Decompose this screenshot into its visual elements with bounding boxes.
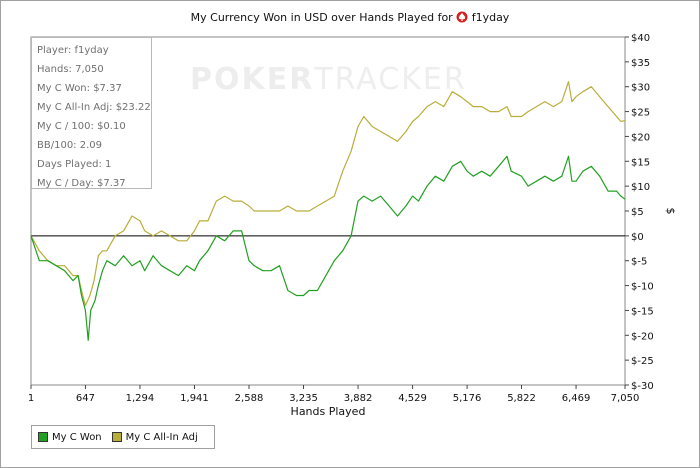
x-tick-label: 2,588 <box>235 393 264 404</box>
pokertracker-watermark: POKERTRACKER <box>190 62 467 97</box>
legend-label: My C Won <box>52 431 102 443</box>
y-tick-label: $5 <box>631 207 644 218</box>
spade-icon <box>456 11 468 26</box>
x-tick-label: 7,050 <box>611 393 640 404</box>
y-axis-title: $ <box>664 208 677 215</box>
legend-swatch <box>38 432 48 442</box>
y-tick-label: $10 <box>631 182 650 193</box>
x-tick-label: 5,822 <box>507 393 536 404</box>
stat-line: Days Played: 1 <box>37 159 112 170</box>
stat-line: BB/100: 2.09 <box>37 140 102 151</box>
stat-line: Hands: 7,050 <box>37 64 104 75</box>
stat-line: My C / Day: $7.37 <box>37 178 126 189</box>
y-tick-label: $15 <box>631 157 650 168</box>
player-name: f1yday <box>471 11 510 24</box>
watermark-light: TRACKER <box>314 62 467 97</box>
y-axis: $40 $35 $30 $25 $20 $15 $10 $5 $0 $-5 $-10 $-15 $-20… <box>625 33 654 392</box>
stat-line: My C Won: $7.37 <box>37 83 122 94</box>
stats-panel: Player: f1yday Hands: 7,050 My C Won: $7.3… <box>31 37 152 189</box>
x-axis-title: Hands Played <box>291 405 366 418</box>
x-tick-label: 1 <box>28 393 34 404</box>
x-tick-label: 1,294 <box>126 393 155 404</box>
x-tick-label: 3,235 <box>289 393 318 404</box>
legend-swatch <box>111 432 122 442</box>
y-tick-label: $25 <box>631 108 650 119</box>
y-tick-label: $40 <box>631 33 650 44</box>
y-tick-label: $-5 <box>631 257 647 268</box>
legend: My C Won My C All-In Adj <box>31 425 215 449</box>
legend-item[interactable]: My C All-In Adj <box>111 431 198 443</box>
stat-line: My C / 100: $0.10 <box>37 121 126 132</box>
y-tick-label: $-10 <box>631 282 654 293</box>
y-tick-label: $20 <box>631 132 650 143</box>
y-tick-label: $-30 <box>631 381 654 392</box>
watermark-bold: POKER <box>190 62 315 97</box>
legend-item[interactable]: My C Won <box>38 432 102 443</box>
stat-line: My C All-In Adj: $23.22 <box>37 102 151 113</box>
x-tick-label: 1,941 <box>180 393 209 404</box>
x-tick-label: 4,529 <box>398 393 427 404</box>
series-line <box>30 155 626 341</box>
y-tick-label: $0 <box>631 232 644 243</box>
chart-title-text: My Currency Won in USD over Hands Played… <box>190 11 453 24</box>
legend-label: My C All-In Adj <box>125 431 198 443</box>
y-tick-label: $-25 <box>631 356 654 367</box>
series-line <box>30 81 626 307</box>
y-tick-label: $30 <box>631 83 650 94</box>
x-tick-label: 3,882 <box>344 393 373 404</box>
stat-line: Player: f1yday <box>37 45 109 56</box>
x-tick-label: 5,176 <box>453 393 482 404</box>
series-layer <box>30 81 626 341</box>
y-tick-label: $-15 <box>631 306 654 317</box>
x-tick-label: 647 <box>76 393 95 404</box>
x-tick-label: 6,469 <box>562 393 591 404</box>
y-tick-label: $-20 <box>631 331 654 342</box>
chart-title: My Currency Won in USD over Hands Played… <box>0 11 700 26</box>
x-axis: 1 647 1,294 1,941 2,588 3,235 3,882 4,529 5,176 5… <box>28 385 640 404</box>
y-tick-label: $35 <box>631 58 650 69</box>
